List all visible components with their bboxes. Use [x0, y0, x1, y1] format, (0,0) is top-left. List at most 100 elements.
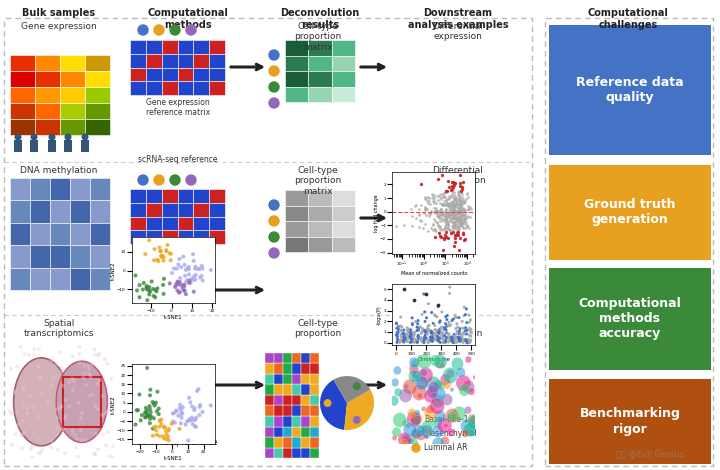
- Point: [455, 217, 467, 224]
- Point: [439, 338, 451, 346]
- Point: [429, 218, 441, 225]
- Bar: [85, 119, 110, 135]
- Point: [205, 402, 217, 409]
- Point: [423, 321, 435, 329]
- Point: [446, 186, 458, 193]
- Point: [426, 335, 437, 342]
- Point: [444, 209, 456, 217]
- Point: [441, 195, 452, 203]
- Bar: [292, 416, 301, 427]
- Point: [435, 205, 446, 213]
- Point: [448, 188, 459, 196]
- Circle shape: [430, 398, 444, 414]
- Point: [437, 338, 449, 346]
- Point: [457, 219, 469, 227]
- Circle shape: [435, 410, 446, 423]
- Point: [446, 222, 458, 230]
- Point: [438, 201, 450, 208]
- Point: [446, 209, 458, 216]
- Circle shape: [14, 390, 18, 393]
- Point: [453, 229, 464, 236]
- Point: [456, 207, 467, 215]
- Bar: [162, 81, 178, 95]
- Point: [449, 193, 461, 200]
- Point: [459, 212, 471, 220]
- Point: [449, 231, 461, 238]
- Point: [446, 178, 457, 186]
- Circle shape: [31, 406, 35, 410]
- Point: [441, 220, 452, 227]
- Point: [395, 326, 407, 334]
- Circle shape: [87, 367, 91, 371]
- Point: [426, 329, 437, 337]
- Point: [149, 402, 161, 409]
- Point: [435, 212, 446, 219]
- Point: [426, 208, 437, 216]
- Point: [446, 178, 457, 186]
- Circle shape: [77, 401, 81, 405]
- Circle shape: [56, 447, 60, 452]
- Point: [446, 228, 458, 235]
- Point: [460, 195, 472, 203]
- Bar: [194, 203, 210, 217]
- Point: [420, 328, 432, 336]
- Bar: [265, 374, 274, 384]
- Point: [182, 264, 194, 272]
- Bar: [178, 81, 194, 95]
- Bar: [162, 217, 178, 230]
- Point: [405, 205, 417, 213]
- Point: [438, 234, 450, 242]
- Circle shape: [40, 376, 43, 381]
- Point: [427, 333, 438, 340]
- Point: [431, 209, 442, 217]
- Point: [456, 204, 467, 211]
- Circle shape: [465, 421, 480, 436]
- Point: [431, 212, 443, 219]
- Point: [436, 190, 447, 198]
- Point: [188, 288, 199, 296]
- Point: [459, 216, 470, 224]
- Circle shape: [426, 376, 441, 392]
- Bar: [10, 103, 35, 119]
- Point: [434, 232, 446, 240]
- Point: [420, 331, 431, 339]
- Point: [393, 323, 405, 330]
- Point: [445, 198, 456, 205]
- Point: [464, 327, 476, 334]
- Circle shape: [58, 350, 63, 354]
- Point: [439, 223, 451, 230]
- Point: [441, 228, 452, 236]
- Point: [431, 330, 442, 338]
- Point: [148, 292, 159, 300]
- Point: [393, 326, 405, 334]
- Point: [408, 330, 420, 337]
- Point: [139, 409, 150, 416]
- Circle shape: [80, 411, 84, 415]
- Point: [456, 221, 467, 228]
- Point: [457, 223, 469, 231]
- Point: [449, 214, 461, 222]
- Point: [450, 196, 462, 203]
- Point: [449, 223, 461, 231]
- Point: [428, 320, 439, 327]
- Point: [438, 234, 450, 242]
- Point: [174, 401, 186, 408]
- Point: [398, 338, 410, 346]
- Bar: [265, 363, 274, 374]
- Circle shape: [78, 352, 81, 355]
- Circle shape: [395, 388, 402, 397]
- Point: [179, 287, 190, 294]
- Point: [398, 326, 410, 334]
- Point: [144, 419, 156, 427]
- Point: [167, 410, 179, 417]
- Bar: [146, 81, 162, 95]
- Point: [450, 209, 462, 216]
- Point: [447, 213, 459, 220]
- Bar: [292, 384, 301, 395]
- Point: [137, 286, 148, 293]
- Point: [441, 202, 453, 209]
- Point: [156, 416, 167, 423]
- Point: [445, 217, 456, 225]
- Point: [402, 335, 413, 342]
- Point: [446, 206, 457, 213]
